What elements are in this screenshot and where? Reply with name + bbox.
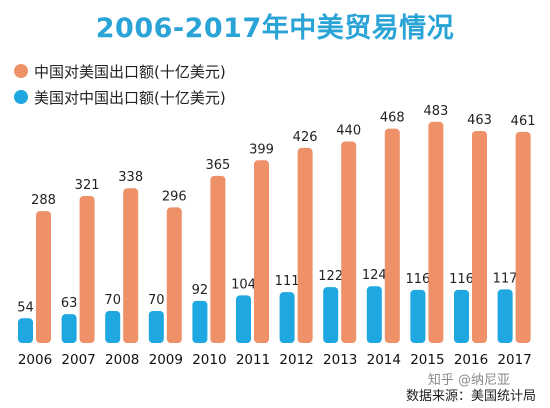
x-tick-label-2012: 2012 — [279, 352, 313, 368]
x-tick-label-2011: 2011 — [236, 352, 270, 368]
data-label-china-exports-2010: 365 — [205, 158, 230, 173]
x-tick-label-2007: 2007 — [61, 352, 95, 368]
data-label-us-exports-2007: 63 — [61, 296, 78, 311]
bar-china-exports-2016 — [472, 130, 487, 343]
data-label-china-exports-2007: 321 — [75, 178, 100, 193]
legend-swatch-china-exports — [14, 64, 28, 78]
data-label-china-exports-2013: 440 — [336, 123, 361, 138]
bar-china-exports-2013 — [341, 141, 357, 343]
legend-item-us-exports: 美国对中国出口额(十亿美元) — [14, 84, 226, 110]
bar-us-exports-2016 — [454, 289, 469, 343]
legend-label-us-exports: 美国对中国出口额(十亿美元) — [34, 88, 226, 107]
bar-us-exports-2008 — [105, 310, 121, 343]
data-label-china-exports-2016: 463 — [467, 113, 492, 128]
data-label-china-exports-2012: 426 — [293, 130, 318, 145]
bar-china-exports-2011 — [254, 160, 269, 343]
data-label-us-exports-2011: 104 — [231, 277, 256, 292]
data-label-china-exports-2015: 483 — [423, 104, 448, 119]
data-label-us-exports-2016: 116 — [449, 272, 474, 287]
bar-china-exports-2008 — [123, 188, 139, 343]
x-tick-label-2016: 2016 — [454, 352, 488, 368]
chart-title: 2006-2017年中美贸易情况 — [95, 13, 455, 44]
bar-china-exports-2007 — [79, 195, 95, 343]
data-label-us-exports-2006: 54 — [17, 300, 34, 315]
x-tick-label-2010: 2010 — [192, 352, 226, 368]
data-label-us-exports-2013: 122 — [318, 269, 343, 284]
legend-label-china-exports: 中国对美国出口额(十亿美元) — [34, 62, 226, 81]
x-tick-label-2006: 2006 — [18, 352, 52, 368]
data-label-us-exports-2008: 70 — [104, 293, 121, 308]
data-label-china-exports-2006: 288 — [31, 193, 56, 208]
bar-us-exports-2012 — [279, 292, 295, 343]
data-label-china-exports-2017: 461 — [511, 114, 536, 129]
bar-us-exports-2013 — [323, 287, 339, 343]
bar-us-exports-2014 — [366, 286, 382, 343]
x-tick-label-2013: 2013 — [323, 352, 357, 368]
bar-us-exports-2007 — [61, 314, 77, 343]
bar-china-exports-2012 — [297, 147, 313, 343]
bar-us-exports-2015 — [410, 289, 426, 343]
source-note: 数据来源：美国统计局 — [405, 389, 536, 404]
data-label-us-exports-2015: 116 — [405, 272, 430, 287]
bar-china-exports-2009 — [166, 207, 182, 343]
data-label-us-exports-2010: 92 — [192, 283, 209, 298]
bar-china-exports-2017 — [515, 131, 531, 343]
legend-swatch-us-exports — [14, 90, 28, 104]
x-tick-label-2015: 2015 — [410, 352, 444, 368]
bar-china-exports-2015 — [428, 121, 444, 343]
bar-china-exports-2014 — [384, 128, 400, 343]
legend: 中国对美国出口额(十亿美元) 美国对中国出口额(十亿美元) — [14, 58, 226, 110]
x-tick-label-2014: 2014 — [367, 352, 401, 368]
data-label-us-exports-2014: 124 — [362, 268, 387, 283]
data-label-china-exports-2011: 399 — [249, 142, 274, 157]
bar-us-exports-2009 — [148, 310, 164, 343]
bar-china-exports-2010 — [210, 175, 226, 343]
data-label-us-exports-2012: 111 — [275, 274, 300, 289]
bar-us-exports-2017 — [497, 289, 513, 343]
x-tick-label-2017: 2017 — [497, 352, 531, 368]
legend-item-china-exports: 中国对美国出口额(十亿美元) — [14, 58, 226, 84]
x-tick-label-2008: 2008 — [105, 352, 139, 368]
watermark: 知乎 @纳尼亚 — [427, 373, 510, 388]
data-label-china-exports-2014: 468 — [380, 111, 405, 126]
x-tick-label-2009: 2009 — [149, 352, 183, 368]
bar-us-exports-2006 — [18, 318, 33, 343]
bar-us-exports-2011 — [236, 295, 251, 343]
data-label-china-exports-2009: 296 — [162, 189, 187, 204]
bar-china-exports-2006 — [36, 211, 51, 343]
data-label-us-exports-2017: 117 — [493, 271, 518, 286]
bar-us-exports-2010 — [192, 300, 208, 343]
data-label-china-exports-2008: 338 — [118, 170, 143, 185]
data-label-us-exports-2009: 70 — [148, 293, 165, 308]
